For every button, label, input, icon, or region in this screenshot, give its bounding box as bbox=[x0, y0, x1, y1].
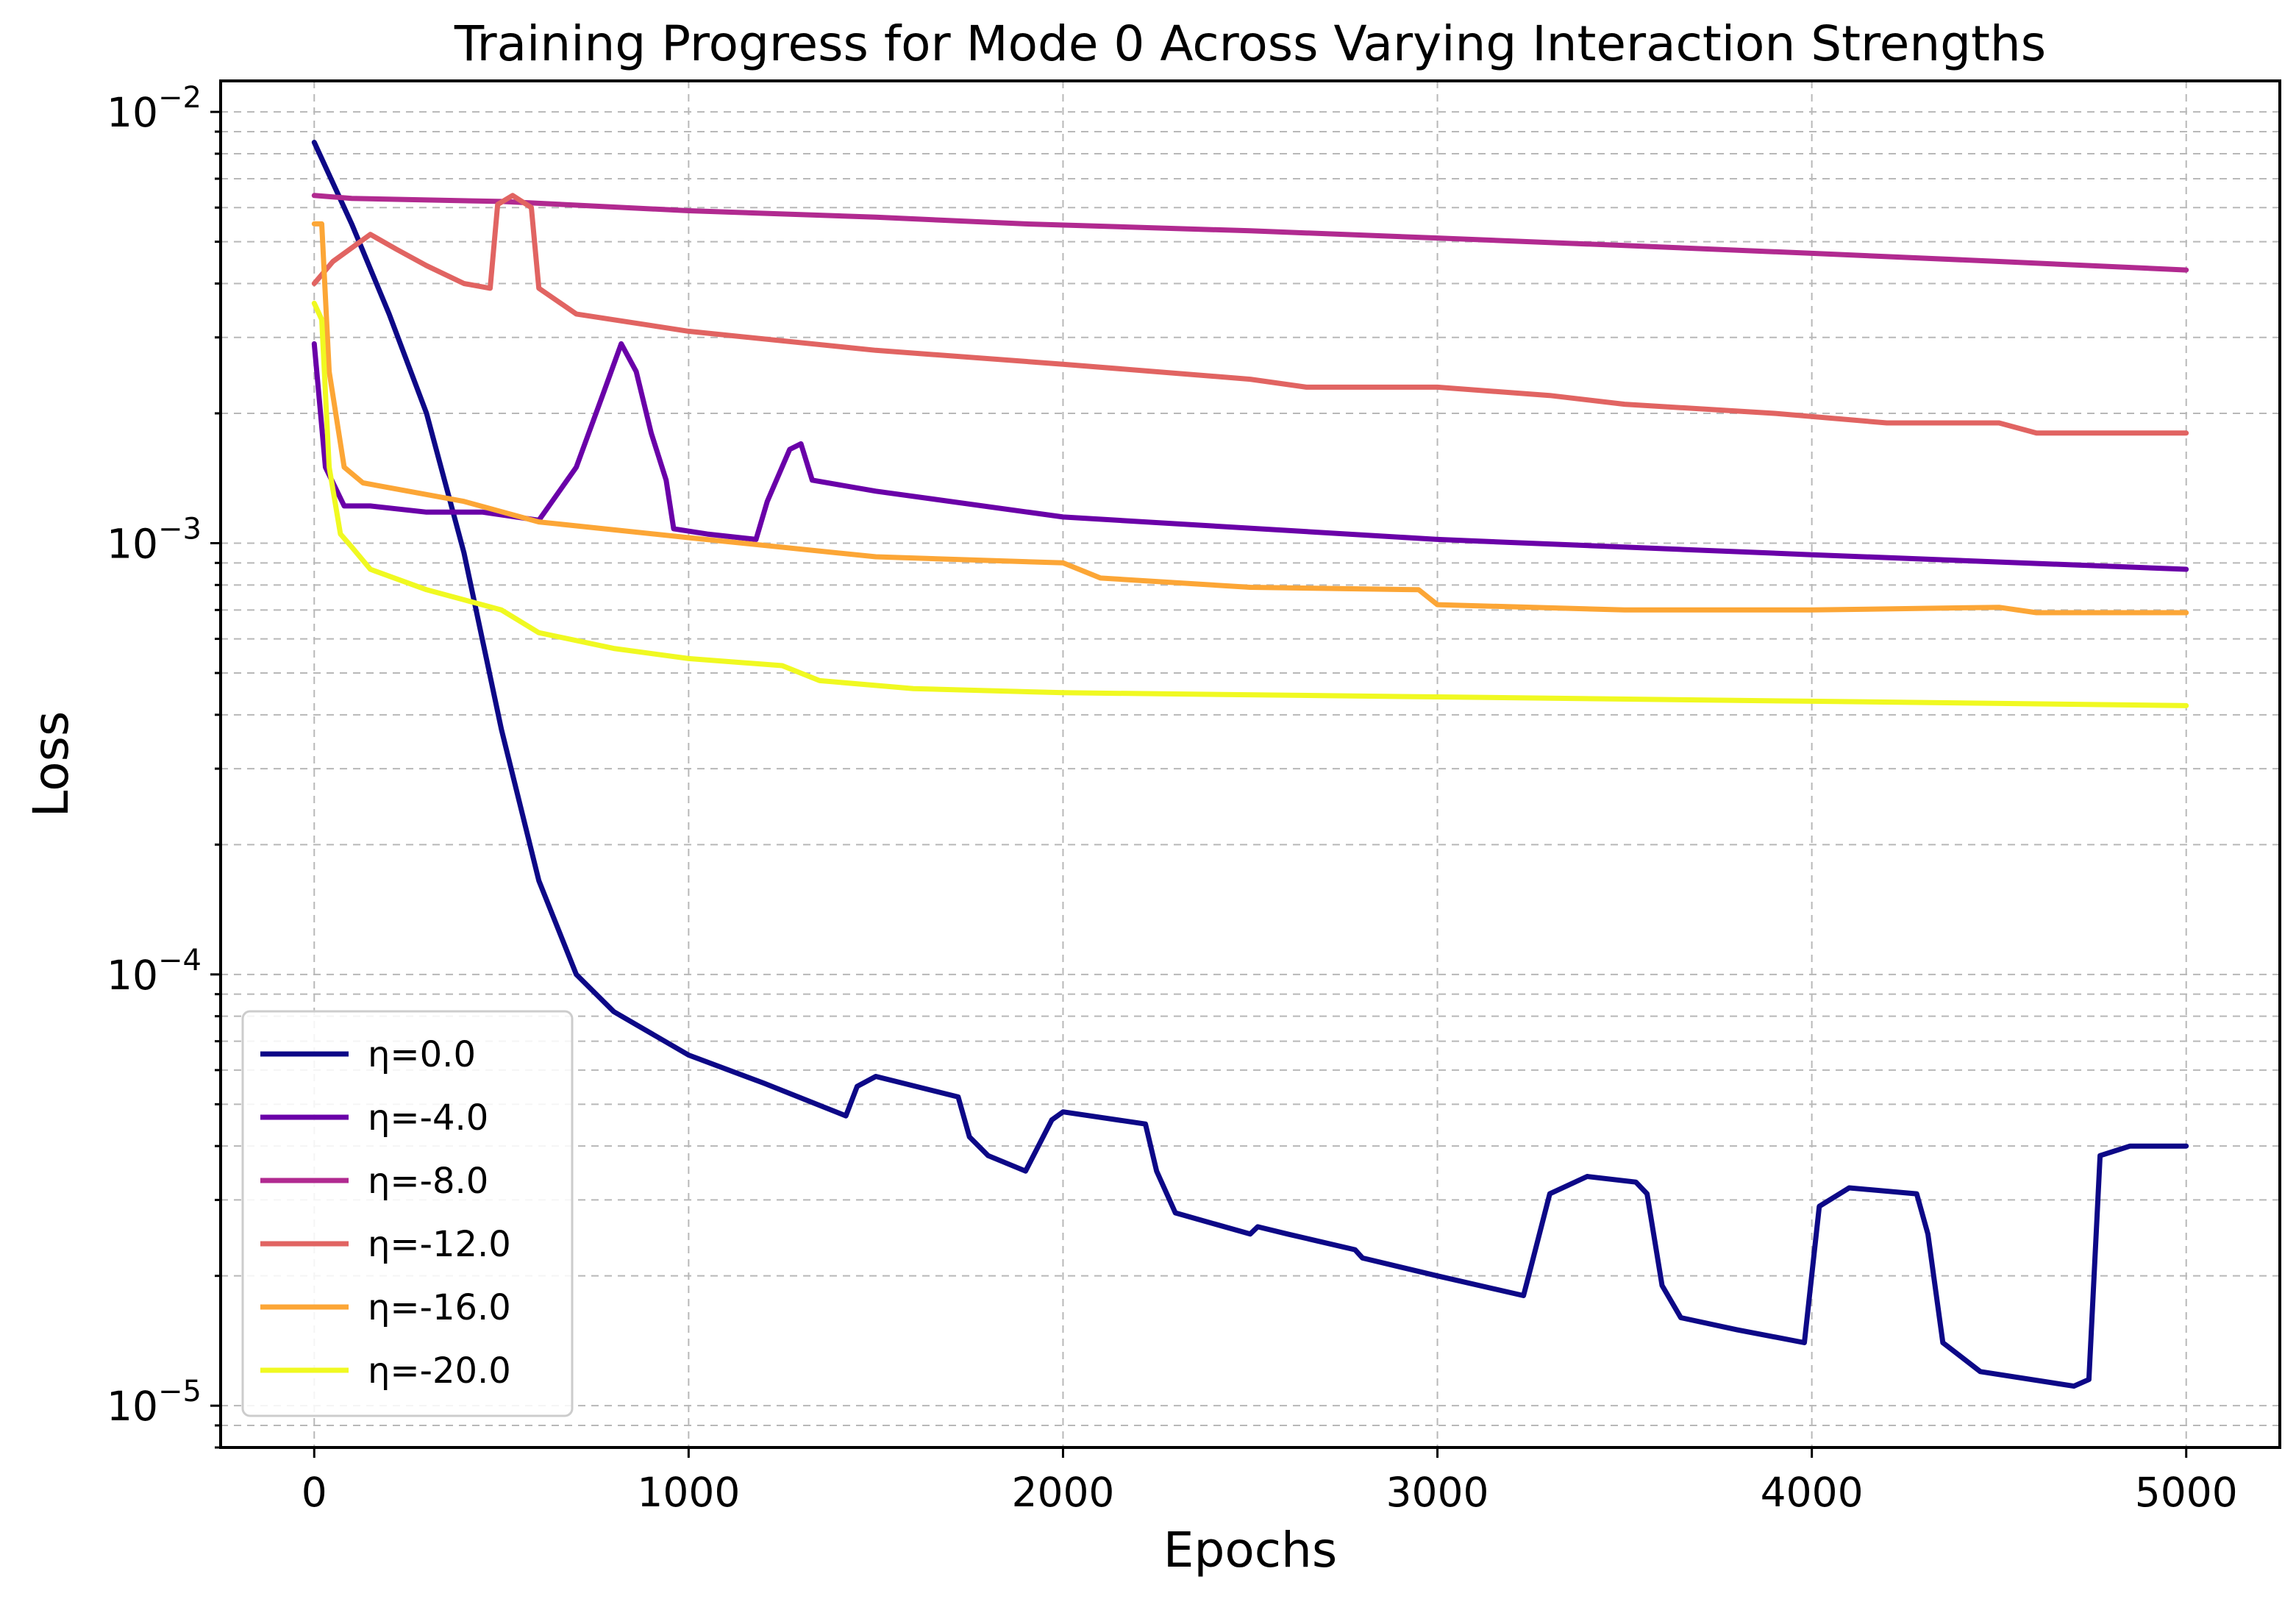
x-axis-label: Epochs bbox=[1163, 1522, 1337, 1578]
x-tick-label: 5000 bbox=[2135, 1469, 2238, 1516]
series-line bbox=[311, 341, 2189, 572]
x-tick-label: 3000 bbox=[1386, 1469, 1489, 1516]
y-tick-label: 10−4 bbox=[107, 944, 202, 999]
legend-label: η=0.0 bbox=[368, 1034, 476, 1075]
series-line bbox=[311, 300, 2189, 708]
legend-label: η=-12.0 bbox=[368, 1224, 511, 1265]
series-line bbox=[311, 193, 2189, 273]
legend: η=0.0 η=-4.0 η=-8.0 η=-12.0 η=-16.0 η=-20.0 bbox=[241, 1010, 574, 1417]
chart-title: Training Progress for Mode 0 Across Vary… bbox=[454, 15, 2046, 72]
axis-ticks: 0 1000 2000 3000 4000 5000 10−2 10−3 10−4 10−5 bbox=[107, 81, 2238, 1516]
x-tick-label: 0 bbox=[302, 1469, 327, 1516]
y-tick-label: 10−3 bbox=[107, 512, 202, 567]
legend-label: η=-4.0 bbox=[368, 1097, 488, 1139]
legend-box bbox=[241, 1010, 574, 1417]
y-tick-label: 10−2 bbox=[107, 81, 202, 136]
series-line bbox=[311, 221, 2189, 616]
x-tick-label: 2000 bbox=[1011, 1469, 1114, 1516]
plot-frame bbox=[219, 79, 2281, 1449]
y-tick-label: 10−5 bbox=[107, 1375, 202, 1430]
series-line bbox=[311, 193, 2189, 436]
x-tick-label: 1000 bbox=[637, 1469, 740, 1516]
legend-label: η=-20.0 bbox=[368, 1350, 511, 1392]
legend-label: η=-16.0 bbox=[368, 1287, 511, 1328]
plot-series bbox=[311, 140, 2189, 1389]
series-line bbox=[311, 140, 2189, 1389]
x-tick-label: 4000 bbox=[1761, 1469, 1864, 1516]
legend-label: η=-8.0 bbox=[368, 1161, 488, 1202]
y-axis-label: Loss bbox=[23, 711, 79, 818]
